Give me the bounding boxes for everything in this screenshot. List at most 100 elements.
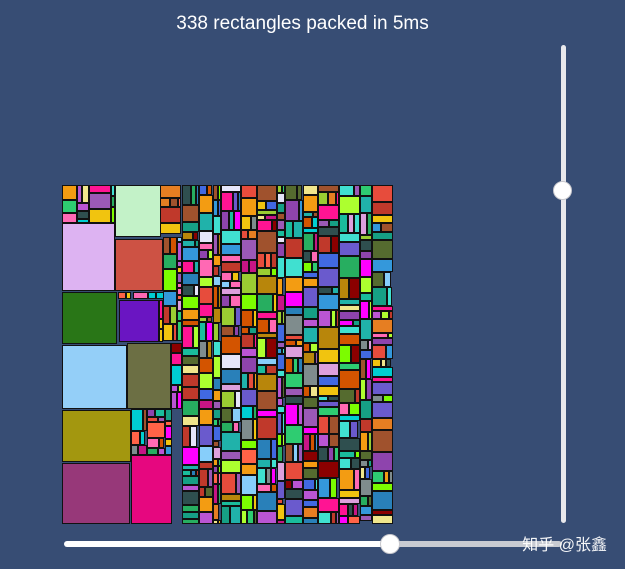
packed-rect (234, 326, 239, 336)
packed-rect-large (62, 223, 115, 291)
packed-rect (206, 322, 213, 341)
packed-rect (372, 319, 393, 333)
packed-rect (282, 348, 285, 354)
packed-rect (269, 319, 277, 333)
packed-rect (158, 448, 165, 455)
packed-rect (282, 434, 285, 446)
packed-rect (303, 262, 312, 272)
packed-rect (253, 419, 257, 440)
packed-rect (303, 490, 318, 500)
packed-rect (365, 467, 370, 479)
packed-rect (372, 215, 393, 223)
packed-rect (241, 239, 257, 260)
packed-rect (285, 200, 299, 221)
packed-rect (277, 257, 285, 278)
packed-rect (372, 510, 393, 515)
packed-rect (257, 358, 277, 365)
packed-rect (372, 272, 384, 287)
packed-rect (165, 446, 172, 455)
packed-rect (230, 506, 241, 524)
packed-rect (182, 273, 199, 285)
packed-rect (232, 408, 241, 422)
packed-rect (285, 516, 303, 524)
packed-rect (384, 272, 391, 287)
vertical-slider-thumb[interactable] (553, 181, 572, 200)
packed-rect (372, 382, 393, 395)
packed-rect (218, 200, 221, 216)
packed-rect (241, 495, 253, 510)
packed-rect (177, 311, 182, 321)
packed-rect (381, 311, 389, 319)
packed-rect (303, 319, 318, 327)
packed-rect (126, 292, 131, 299)
packed-rect (233, 192, 238, 211)
packed-rect (360, 506, 372, 515)
packed-rect (310, 386, 318, 397)
packed-rect (303, 343, 310, 352)
packed-rect (372, 311, 381, 319)
packed-rect (367, 213, 372, 235)
packed-rect (257, 312, 277, 319)
packed-rect (257, 391, 277, 410)
packed-rect (277, 324, 285, 342)
packed-rect (318, 205, 339, 220)
packed-rect (248, 373, 254, 389)
packed-rect (368, 460, 372, 467)
packed-rect (191, 185, 196, 205)
packed-rect (285, 444, 293, 462)
packed-rect (277, 398, 283, 406)
packed-rect (296, 340, 303, 346)
packed-rect (182, 416, 199, 426)
packed-rect (213, 255, 221, 266)
packed-rect (277, 213, 285, 220)
packed-rect (177, 261, 182, 267)
packed-rect (368, 340, 372, 350)
packed-rect (257, 215, 265, 220)
packed-rect (285, 340, 296, 346)
packed-rect (163, 269, 177, 291)
horizontal-slider-fill[interactable] (64, 541, 392, 547)
packed-rect (77, 219, 89, 223)
packed-rect (331, 236, 339, 253)
packed-rect (285, 489, 303, 499)
packed-rect (312, 262, 318, 272)
packed-rect (257, 410, 277, 417)
packed-rect (285, 425, 303, 444)
packed-rect (182, 491, 199, 505)
packed-rect (329, 416, 339, 434)
vertical-slider-track[interactable] (561, 45, 566, 523)
packed-rect (360, 419, 372, 432)
packed-rect (199, 512, 213, 524)
packed-rect (221, 326, 234, 336)
packed-rect (353, 504, 358, 516)
packed-rect (372, 395, 383, 402)
packed-rect (233, 422, 239, 432)
packed-rect (318, 376, 339, 386)
packed-rect (277, 446, 283, 462)
horizontal-slider-thumb[interactable] (380, 534, 400, 554)
packed-rect (199, 341, 207, 358)
packed-rect (339, 403, 349, 415)
packed-rect (257, 338, 266, 358)
packed-rect (372, 452, 393, 471)
horizontal-slider-track[interactable] (392, 541, 562, 547)
packed-rect (354, 185, 360, 196)
status-text: 338 rectangles packed in 5ms (176, 13, 429, 34)
packed-rect (177, 242, 182, 261)
packed-rect (360, 379, 366, 400)
packed-rect (178, 385, 182, 392)
packed-rect (266, 338, 277, 358)
packed-rect (82, 185, 89, 203)
packed-rect (282, 311, 285, 324)
packed-rect (177, 288, 182, 295)
packed-rect (213, 266, 219, 276)
packed-rect (257, 333, 277, 338)
packed-rect (318, 386, 339, 396)
packed-rect (348, 504, 353, 516)
packed-rect (257, 417, 277, 439)
packed-rect (221, 255, 241, 262)
packed-rect (354, 469, 360, 490)
packed-rect (372, 515, 393, 524)
packed-rect (339, 438, 360, 451)
packed-rect (318, 310, 331, 327)
